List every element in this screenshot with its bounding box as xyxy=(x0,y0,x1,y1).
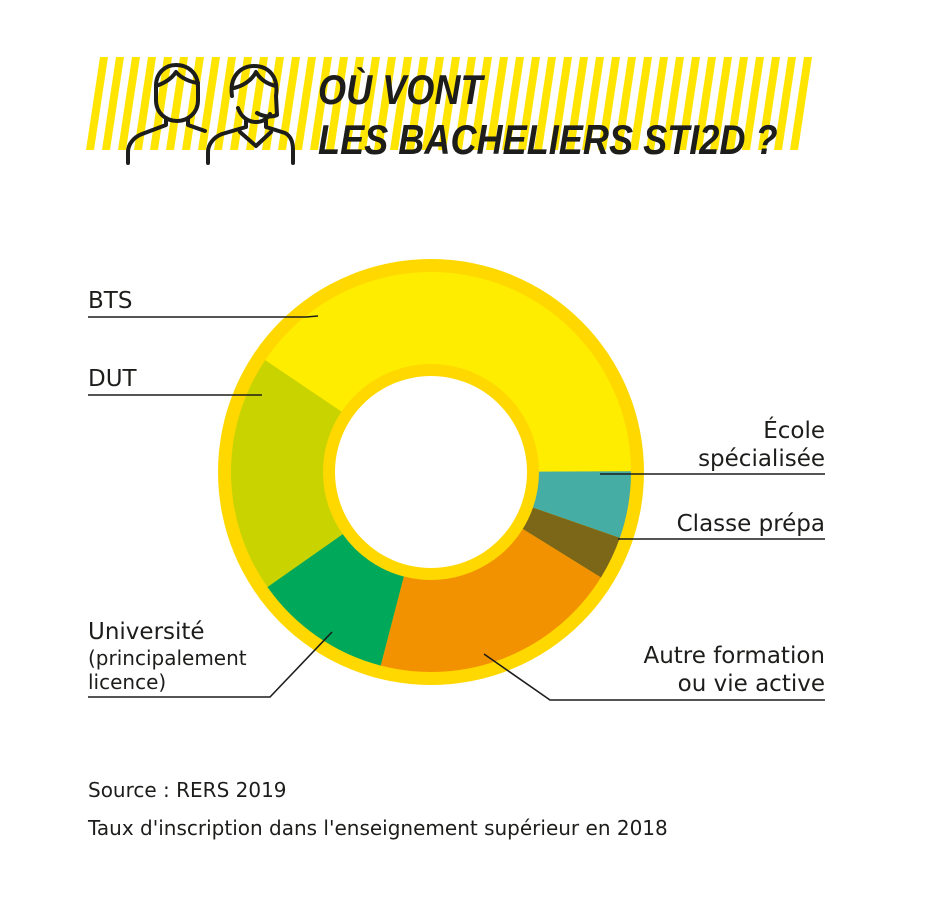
leader-line-autre xyxy=(483,653,825,701)
donut-slice-ecole-specialisee xyxy=(532,471,631,538)
leader-line-bts xyxy=(88,315,319,318)
title-stripe xyxy=(566,57,588,150)
leader-line-universite xyxy=(88,631,333,698)
label-autre-line-1: Autre formation xyxy=(643,643,825,669)
title-stripe xyxy=(134,57,156,150)
donut-slices xyxy=(230,271,631,672)
title-stripe xyxy=(630,57,652,150)
donut-slice-universite-principalement-licence xyxy=(267,534,404,666)
label-ecole-line-1: École xyxy=(763,418,825,444)
title-stripe xyxy=(758,57,780,150)
title-stripe xyxy=(662,57,684,150)
title-stripe xyxy=(678,57,700,150)
title-stripe xyxy=(694,57,716,150)
donut-slice-classe-prepa xyxy=(522,507,620,578)
title-stripe xyxy=(534,57,556,150)
title-stripe xyxy=(582,57,604,150)
title-stripe xyxy=(278,57,300,150)
title-stripe xyxy=(710,57,732,150)
title-stripe xyxy=(422,57,444,150)
donut-slice-autre-formation-ou-vie-active xyxy=(380,528,601,672)
title-stripe xyxy=(198,57,220,150)
label-universite-sub-2: licence) xyxy=(88,670,167,694)
title-stripe xyxy=(742,57,764,150)
footer-source: Source : RERS 2019 xyxy=(88,778,287,802)
title-stripe xyxy=(438,57,460,150)
title-stripe xyxy=(774,57,796,150)
title-stripe xyxy=(790,57,812,150)
title-stripe xyxy=(726,57,748,150)
title-stripe xyxy=(358,57,380,150)
title-stripe xyxy=(374,57,396,150)
donut-hole xyxy=(335,376,527,568)
footer-caption: Taux d'inscription dans l'enseignement s… xyxy=(88,816,668,840)
title-stripe xyxy=(550,57,572,150)
label-leader-lines xyxy=(88,315,825,701)
title-stripe xyxy=(86,57,108,150)
title-stripe xyxy=(326,57,348,150)
title-stripe xyxy=(102,57,124,150)
label-ecole-line-2: spécialisée xyxy=(698,446,825,472)
title-stripe xyxy=(454,57,476,150)
label-bts: BTS xyxy=(88,288,133,314)
title-stripe xyxy=(294,57,316,150)
label-universite-sub-1: (principalement xyxy=(88,646,247,670)
title-stripe xyxy=(486,57,508,150)
label-prepa: Classe prépa xyxy=(676,511,825,537)
title-stripe xyxy=(390,57,412,150)
title-stripe xyxy=(470,57,492,150)
title-stripe xyxy=(166,57,188,150)
title-stripe xyxy=(646,57,668,150)
title-stripes-band xyxy=(86,57,812,150)
title-stripe xyxy=(518,57,540,150)
title-stripe xyxy=(118,57,140,150)
title-stripe xyxy=(614,57,636,150)
label-autre-line-2: ou vie active xyxy=(677,671,825,697)
page-title-line-2: LES BACHELIERS STI2D ? xyxy=(318,116,778,163)
title-stripe xyxy=(598,57,620,150)
donut-slice-dut xyxy=(230,360,343,588)
title-stripe xyxy=(214,57,236,150)
title-stripe xyxy=(342,57,364,150)
donut-slice-bts xyxy=(265,271,631,472)
two-people-icon xyxy=(126,63,295,165)
label-dut: DUT xyxy=(88,366,137,392)
title-stripe xyxy=(502,57,524,150)
page-title-line-1: OÙ VONT xyxy=(318,66,483,113)
title-stripe xyxy=(310,57,332,150)
label-universite: Université xyxy=(88,619,205,645)
title-stripe xyxy=(406,57,428,150)
